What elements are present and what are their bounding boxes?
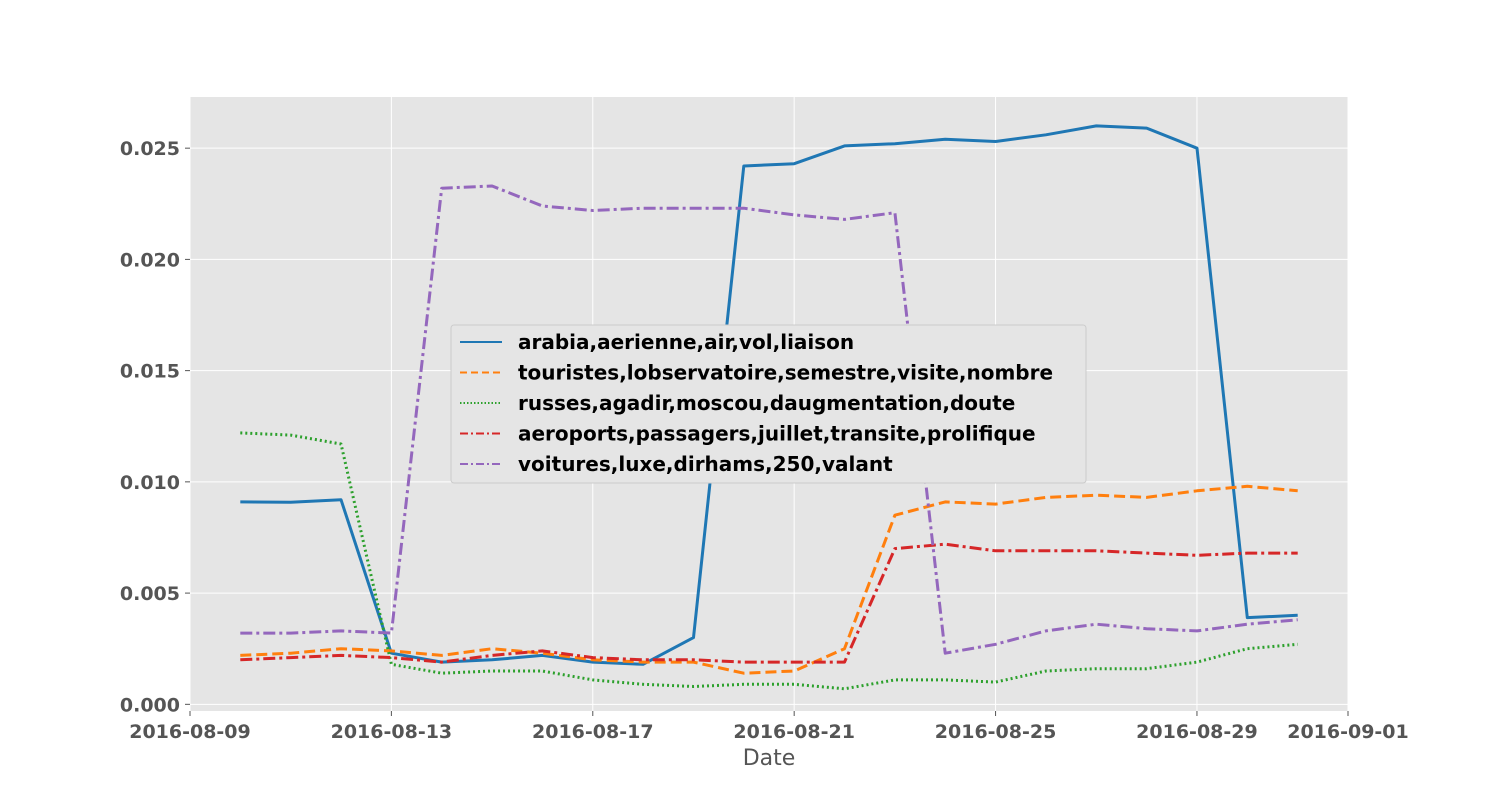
series-lines — [240, 124, 1298, 691]
x-tick-label: 2016-08-21 — [733, 721, 855, 743]
series-line-1 — [240, 124, 1298, 666]
series-line-3 — [240, 431, 1298, 691]
series-line-5 — [240, 184, 1298, 655]
y-tick-label: 0.020 — [120, 249, 180, 271]
series-line-2 — [240, 484, 1298, 675]
y-axis-ticks: 0.000 0.005 0.010 0.015 0.020 0.025 — [120, 138, 190, 716]
legend-box — [450, 324, 1087, 484]
x-tick-label: 2016-08-09 — [129, 721, 251, 743]
x-tick-label: 2016-08-17 — [532, 721, 654, 743]
x-axis-ticks: 2016-08-09 2016-08-13 2016-08-17 2016-08-21… — [129, 711, 1409, 743]
legend: arabia,aerienne,air,vol,liaison touristes… — [450, 324, 1087, 484]
legend-label-5: voitures,luxe,dirhams,250,valant — [518, 452, 893, 476]
x-tick-label: 2016-08-13 — [331, 721, 453, 743]
x-tick-label: 2016-08-29 — [1136, 721, 1258, 743]
x-tick-label: 2016-09-01 — [1287, 721, 1409, 743]
legend-label-2: touristes,lobservatoire,semestre,visite,… — [518, 361, 1053, 385]
legend-label-3: russes,agadir,moscou,daugmentation,doute — [518, 391, 1015, 415]
series-line-4 — [240, 542, 1298, 664]
y-tick-label: 0.005 — [120, 583, 180, 605]
y-tick-label: 0.015 — [120, 361, 180, 383]
x-axis-title: Date — [743, 746, 796, 771]
legend-label-4: aeroports,passagers,juillet,transite,pro… — [518, 422, 1036, 446]
y-tick-label: 0.010 — [120, 472, 180, 494]
y-tick-label: 0.000 — [120, 694, 180, 716]
x-tick-label: 2016-08-25 — [935, 721, 1057, 743]
y-tick-label: 0.025 — [120, 138, 180, 160]
legend-label-1: arabia,aerienne,air,vol,liaison — [518, 330, 854, 354]
